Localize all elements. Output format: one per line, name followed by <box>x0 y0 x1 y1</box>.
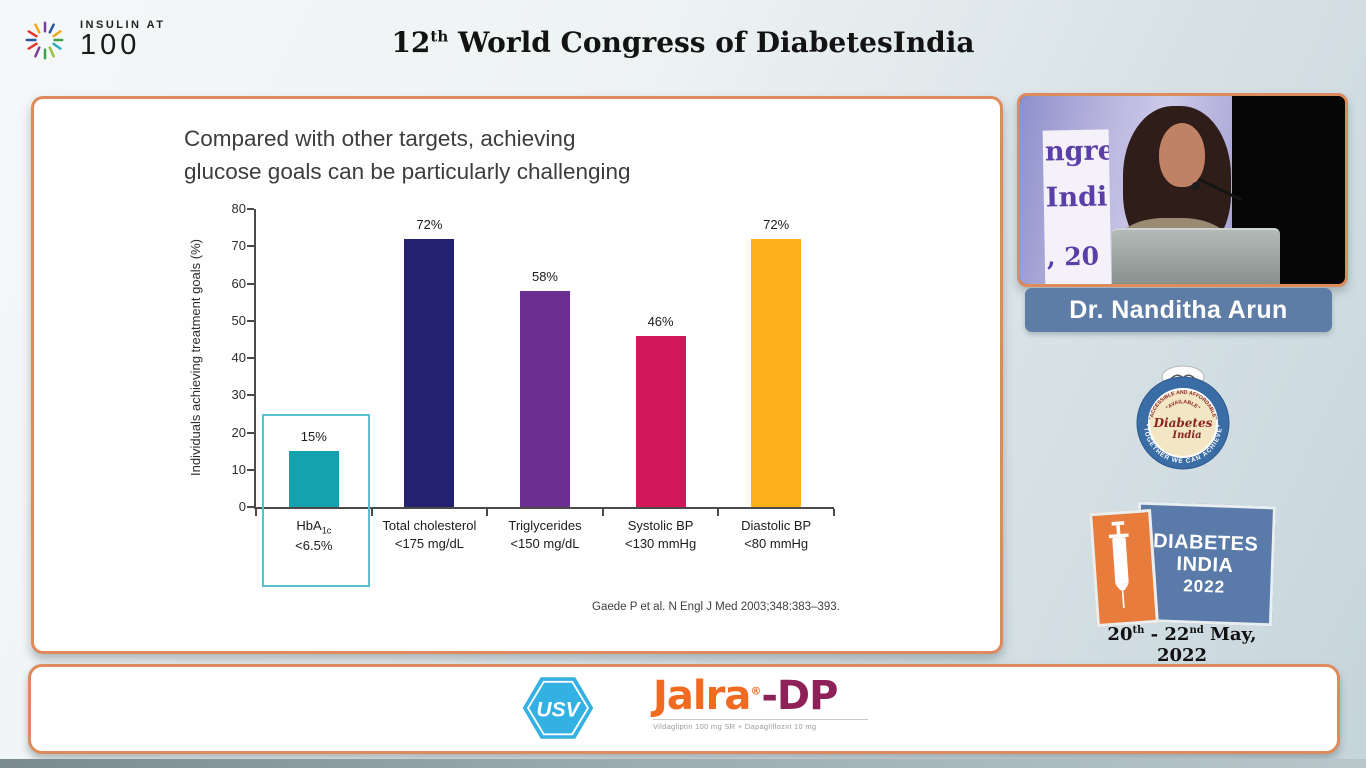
y-tick-label: 10 <box>231 461 246 477</box>
y-tick-mark <box>247 431 254 434</box>
speaker-name-plate: Dr. Nanditha Arun <box>1025 288 1332 332</box>
chart-column: 15% HbA1c <6.5% <box>256 209 372 553</box>
y-tick-mark <box>247 282 254 285</box>
sponsor-bar: USV Jalra®-DP Vildagliptin 100 mg SR + D… <box>28 664 1340 754</box>
jalra-tagline: Vildagliptin 100 mg SR + Dapagliflozin 1… <box>653 719 868 731</box>
title-number: 12 <box>391 26 431 59</box>
citation: Gaede P et al. N Engl J Med 2003;348:383… <box>592 601 840 613</box>
insulin-at-100-logo: INSULIN AT 100 <box>22 14 166 66</box>
backdrop-banner: ngre Indi , 20 <box>1042 129 1112 284</box>
y-tick-label: 50 <box>231 312 246 328</box>
banner-text-fragment: ngre <box>1044 135 1112 168</box>
bar-value-label: 46% <box>647 313 674 329</box>
slide-panel: Compared with other targets, achieving g… <box>31 96 1003 654</box>
y-tick-label: 0 <box>238 499 246 514</box>
jalra-wordmark: Jalra <box>653 673 751 719</box>
jalra-dp-suffix: -DP <box>761 673 838 719</box>
bar-2 <box>519 290 570 507</box>
chart-column: 72% Diastolic BP <80 mmHg <box>718 209 834 551</box>
x-tick-mark <box>255 509 257 516</box>
chart-column: 58% Triglycerides <150 mg/dL <box>487 209 603 551</box>
title-ordinal: th <box>430 27 449 46</box>
event-logo-orange-tile <box>1089 508 1159 628</box>
y-axis-title: Individuals achieving treatment goals (%… <box>187 239 203 477</box>
diabetes-india-2022-logo: DIABETES INDIA 2022 <box>1086 501 1278 628</box>
speaker-video: ngre Indi , 20 <box>1017 93 1348 287</box>
badge-center-line1: Diabetes <box>1153 416 1213 430</box>
bar-4 <box>751 238 802 507</box>
microphone-icon <box>1192 182 1200 190</box>
slide-title-line2: glucose goals can be particularly challe… <box>184 158 631 184</box>
bar-value-label: 58% <box>531 268 558 284</box>
x-tick-mark <box>486 509 489 516</box>
bar-value-label: 72% <box>763 216 790 232</box>
event-dates: 20th - 22nd May, 2022 <box>1107 624 1257 666</box>
y-tick-mark <box>247 357 254 359</box>
bar-3 <box>635 335 686 507</box>
bar-chart: 0 10 20 30 40 50 60 70 80 15% HbA1c <6.5% 72% Total c… <box>232 201 835 587</box>
y-tick-label: 80 <box>231 201 246 216</box>
usv-logo: USV <box>522 677 594 739</box>
y-tick-mark <box>247 468 254 471</box>
x-tick-mark <box>601 509 604 516</box>
bar-value-label: 72% <box>416 216 443 232</box>
x-tick-mark <box>370 509 373 516</box>
registered-mark: ® <box>750 684 762 698</box>
jalra-dp-logo: Jalra®-DP Vildagliptin 100 mg SR + Dapag… <box>653 675 903 731</box>
logo-text-bottom: 100 <box>80 29 141 62</box>
syringe-icon <box>1108 521 1129 609</box>
chart-column: 72% Total cholesterol <175 mg/dL <box>372 209 488 551</box>
y-tick-label: 40 <box>231 350 246 365</box>
diabetes-india-badge: "TOGETHER WE CAN ACHIEVE" "ACCESSIBLE AN… <box>1136 365 1230 470</box>
chart-column: 46% Systolic BP <130 mmHg <box>603 209 719 552</box>
y-tick-label: 30 <box>231 387 246 403</box>
speaker-face <box>1159 123 1205 187</box>
usv-label: USV <box>536 698 581 721</box>
badge-center-line2: India <box>1171 430 1201 441</box>
category-label: Total cholesterol <175 mg/dL <box>382 518 477 552</box>
starburst-icon <box>25 21 64 60</box>
bar-value-label: 15% <box>300 429 327 445</box>
y-tick-mark <box>247 245 254 248</box>
y-tick-label: 70 <box>231 238 246 254</box>
congress-title: 12th World Congress of DiabetesIndia <box>0 26 1366 59</box>
slide-title: Compared with other targets, achieving g… <box>184 123 631 188</box>
y-tick-mark <box>247 506 254 508</box>
bar-1 <box>404 238 455 507</box>
category-label: Diastolic BP <80 mmHg <box>741 518 812 552</box>
y-tick-mark <box>247 208 254 210</box>
slide-title-line1: Compared with other targets, achieving <box>184 126 576 151</box>
podium-laptop <box>1112 228 1280 284</box>
banner-text-fragment: , 20 <box>1046 241 1100 272</box>
y-tick-label: 60 <box>231 275 246 291</box>
hba1c-highlight-box <box>261 413 370 587</box>
bottom-edge <box>0 759 1366 768</box>
banner-text-fragment: Indi <box>1045 181 1108 214</box>
x-tick-mark <box>717 509 720 516</box>
title-text: World Congress of DiabetesIndia <box>448 26 975 59</box>
y-tick-label: 20 <box>231 424 246 440</box>
category-label: HbA1c <6.5% <box>295 518 333 554</box>
x-tick-mark <box>833 509 835 516</box>
bar-0 <box>288 451 339 507</box>
category-label: Systolic BP <130 mmHg <box>625 518 697 552</box>
logo-text-top: INSULIN AT <box>80 19 166 32</box>
y-tick-mark <box>247 394 254 397</box>
y-tick-mark <box>247 319 254 322</box>
category-label: Triglycerides <150 mg/dL <box>508 518 582 552</box>
